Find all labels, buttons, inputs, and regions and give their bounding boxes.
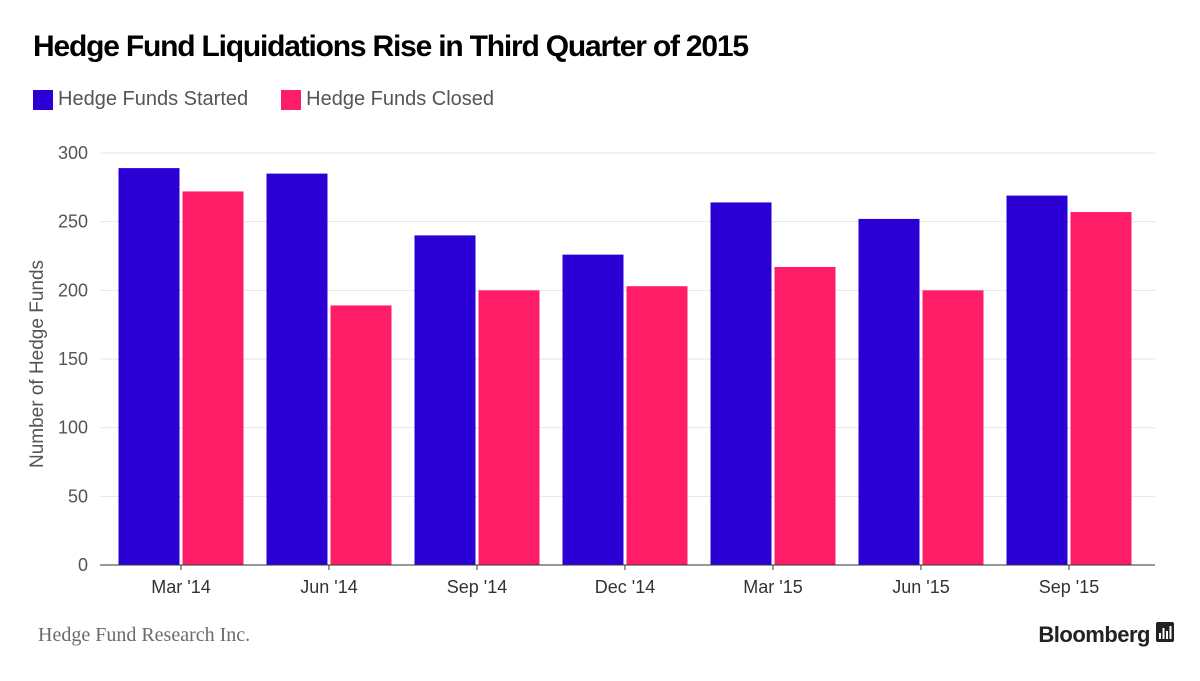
x-axis-ticks: Mar '14 Jun '14 Sep '14 Dec '14 Mar '15 Jun '… xyxy=(151,565,1099,597)
bar-started xyxy=(266,173,328,565)
y-tick-label: 50 xyxy=(68,486,88,506)
bar-closed xyxy=(478,290,540,565)
y-tick-label: 300 xyxy=(58,143,88,163)
y-tick-label: 150 xyxy=(58,349,88,369)
bar-started xyxy=(562,254,624,566)
x-tick-label: Mar '15 xyxy=(743,577,802,597)
x-tick-label: Mar '14 xyxy=(151,577,210,597)
source-note: Hedge Fund Research Inc. xyxy=(38,624,251,646)
bar-chart-icon xyxy=(1156,622,1174,648)
legend-item-started: Hedge Funds Started xyxy=(33,88,248,111)
bars xyxy=(118,168,1132,566)
legend-item-closed: Hedge Funds Closed xyxy=(281,88,494,111)
x-tick-label: Sep '14 xyxy=(447,577,508,597)
y-tick-label: 0 xyxy=(78,555,88,575)
chart-title: Hedge Fund Liquidations Rise in Third Qu… xyxy=(33,30,749,63)
x-tick-label: Jun '15 xyxy=(892,577,949,597)
bar-closed xyxy=(330,305,392,565)
legend: Hedge Funds Started Hedge Funds Closed xyxy=(33,88,527,111)
x-tick-label: Dec '14 xyxy=(595,577,655,597)
y-axis-label: Number of Hedge Funds xyxy=(27,260,48,468)
brand-logo: Bloomberg xyxy=(1038,622,1174,648)
y-tick-label: 250 xyxy=(58,212,88,232)
bar-started xyxy=(710,202,772,565)
bar-closed xyxy=(774,266,836,565)
bar-closed xyxy=(922,290,984,565)
x-tick-label: Sep '15 xyxy=(1039,577,1100,597)
bar-started xyxy=(858,218,920,566)
y-axis-ticks: 0 50 100 150 200 250 300 xyxy=(58,143,88,575)
x-tick-label: Jun '14 xyxy=(300,577,357,597)
bar-started xyxy=(414,235,476,565)
legend-label-started: Hedge Funds Started xyxy=(58,88,249,110)
legend-swatch-started xyxy=(33,89,53,110)
y-tick-label: 100 xyxy=(58,418,88,438)
bar-started xyxy=(1006,195,1068,565)
legend-label-closed: Hedge Funds Closed xyxy=(306,88,495,110)
legend-swatch-closed xyxy=(281,89,302,110)
bar-closed xyxy=(182,191,244,565)
bar-closed xyxy=(626,286,688,565)
y-tick-label: 200 xyxy=(58,280,88,300)
bar-closed xyxy=(1070,212,1132,565)
bar-started xyxy=(118,168,180,565)
brand-name: Bloomberg xyxy=(1038,622,1150,647)
